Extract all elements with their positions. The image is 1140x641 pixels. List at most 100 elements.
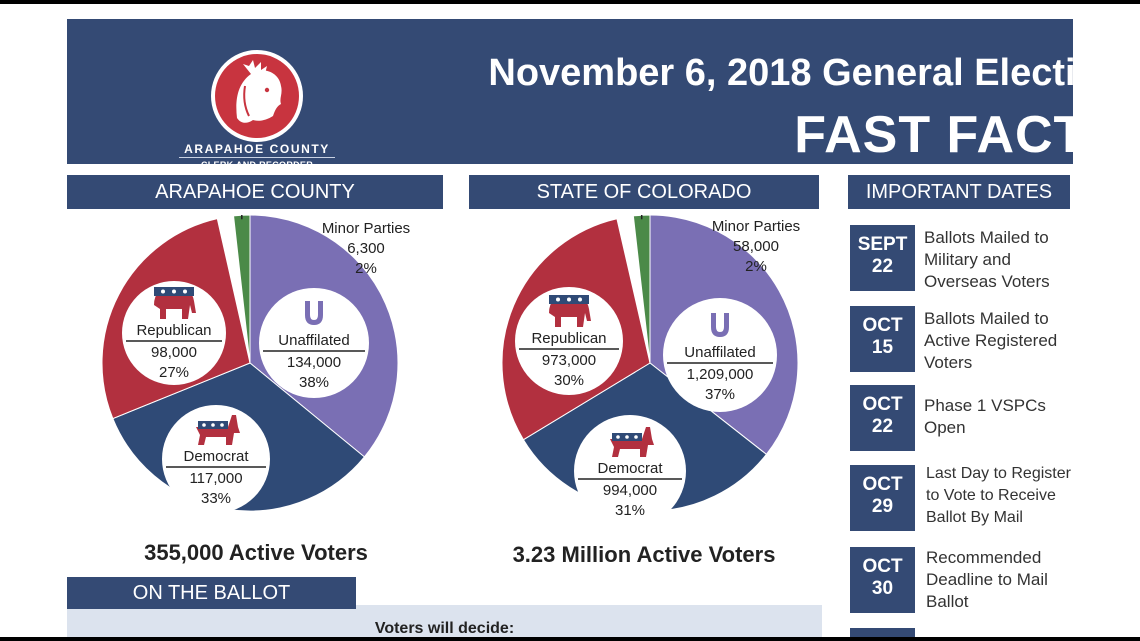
- elephant-icon: [154, 287, 196, 319]
- page-subtitle: FAST FACTS: [794, 106, 1122, 164]
- state-label-circle-republican: [515, 287, 623, 395]
- state-label-name-unaffilated: Unaffilated: [684, 344, 755, 361]
- date-description-line: Voters: [924, 353, 973, 372]
- date-description-line: Ballots Mailed to: [924, 228, 1049, 247]
- state-label-circle-democrat: [574, 415, 686, 527]
- date-badge: SEPT 22: [850, 225, 915, 291]
- county-label-unaffilated: Unaffilated 134,000 38%: [259, 288, 369, 398]
- state-label-minor-parties: Minor Parties 58,000 2%: [712, 218, 800, 275]
- date-description-line: Ballot: [926, 592, 969, 611]
- date-day: 30: [871, 578, 894, 599]
- state-minor-text-2: 2%: [745, 258, 767, 275]
- state-label-percent-republican: 30%: [554, 372, 584, 389]
- logo-org-subtitle: CLERK AND RECORDER: [200, 160, 314, 170]
- county-label-democrat: Democrat 117,000 33%: [162, 405, 270, 513]
- date-description-line: Recommended: [926, 548, 1042, 567]
- county-label-circle-unaffilated: [259, 288, 369, 398]
- state-label-circle-unaffilated: [663, 298, 777, 412]
- date-item-oct-22: OCT 22 Phase 1 VSPCs Open: [850, 385, 1072, 451]
- date-item-oct-29: OCT 29 Last Day to Register to Vote to R…: [850, 465, 1072, 531]
- date-day: 22: [871, 416, 894, 437]
- state-label-value-democrat: 994,000: [603, 482, 657, 499]
- county-label-name-democrat: Democrat: [183, 448, 249, 465]
- dates-section-title: IMPORTANT DATES: [848, 175, 1070, 209]
- date-description: Phase 1 VSPCs Open: [924, 395, 1084, 439]
- county-label-circle-democrat: [162, 405, 270, 513]
- date-description-line: Overseas Voters: [924, 272, 1050, 291]
- state-label-name-republican: Republican: [531, 330, 606, 347]
- county-label-circle-republican: [122, 281, 226, 385]
- date-month: OCT: [862, 556, 903, 577]
- county-label-name-unaffilated: Unaffilated: [278, 332, 349, 349]
- county-label-percent-unaffilated: 38%: [299, 374, 329, 391]
- state-label-percent-democrat: 31%: [615, 502, 645, 519]
- county-minor-text-2: 2%: [355, 260, 377, 277]
- header-banner: ARAPAHOE COUNTY CLERK AND RECORDER Novem…: [67, 19, 1122, 170]
- county-pie-chart: Unaffilated 134,000 38% Democrat 117,000 33% R…: [101, 215, 410, 513]
- date-month: OCT: [862, 394, 903, 415]
- county-label-minor-parties: Minor Parties 6,300 2%: [322, 220, 410, 277]
- date-description-line: to Vote to Receive: [926, 487, 1056, 504]
- county-minor-text-1: 6,300: [347, 240, 385, 257]
- county-section-title: ARAPAHOE COUNTY: [67, 175, 443, 209]
- ballot-panel: [67, 605, 822, 641]
- donkey-icon: [194, 415, 240, 445]
- county-total-voters: 355,000 Active Voters: [144, 540, 368, 565]
- county-minor-callout-line: [241, 215, 243, 220]
- date-description-line: Military and: [924, 250, 1011, 269]
- date-description-line: Last Day to Register: [926, 465, 1071, 482]
- arapahoe-county-logo: [211, 50, 303, 142]
- date-month: SEPT: [857, 234, 908, 255]
- county-label-name-republican: Republican: [136, 322, 211, 339]
- page-title: November 6, 2018 General Election: [488, 52, 1122, 94]
- date-day: 15: [871, 337, 894, 358]
- state-minor-callout-line: [640, 215, 643, 220]
- unaffiliated-u-icon: [711, 313, 729, 337]
- donkey-icon: [608, 427, 654, 457]
- state-label-value-republican: 973,000: [542, 352, 596, 369]
- state-label-value-unaffilated: 1,209,000: [687, 366, 754, 383]
- bottom-border: [0, 637, 1140, 641]
- date-month: OCT: [862, 315, 903, 336]
- date-description: Last Day to Register to Vote to Receive …: [926, 463, 1086, 529]
- date-description-line: Open: [924, 418, 966, 437]
- top-border: [0, 0, 1140, 4]
- county-minor-text-0: Minor Parties: [322, 220, 410, 237]
- date-description-line: Phase 1 VSPCs: [924, 396, 1046, 415]
- date-item-sept-22: SEPT 22 Ballots Mailed to Military and O…: [850, 225, 1072, 291]
- date-month: OCT: [862, 474, 903, 495]
- date-description: Ballots Mailed to Active Registered Vote…: [924, 308, 1084, 374]
- date-description: Recommended Deadline to Mail Ballot: [926, 547, 1086, 613]
- date-item-oct-30: OCT 30 Recommended Deadline to Mail Ball…: [850, 547, 1072, 613]
- logo-org-name: ARAPAHOE COUNTY: [184, 142, 330, 156]
- logo-divider: [179, 157, 335, 158]
- unaffiliated-u-icon: [305, 301, 323, 325]
- county-label-percent-democrat: 33%: [201, 490, 231, 507]
- date-badge: OCT 22: [850, 385, 915, 451]
- state-label-democrat: Democrat 994,000 31%: [574, 415, 686, 527]
- date-description: Ballots Mailed to Military and Overseas …: [924, 227, 1084, 293]
- date-description-line: Active Registered: [924, 331, 1058, 350]
- date-day: 22: [871, 256, 894, 277]
- date-description-line: Deadline to Mail: [926, 570, 1048, 589]
- state-total-voters: 3.23 Million Active Voters: [512, 542, 776, 567]
- ballot-section-title: ON THE BALLOT: [67, 577, 356, 609]
- date-day: 29: [871, 496, 894, 517]
- state-section-title: STATE OF COLORADO: [469, 175, 819, 209]
- county-label-republican: Republican 98,000 27%: [122, 281, 226, 385]
- county-label-value-republican: 98,000: [151, 344, 197, 361]
- ballot-intro-text: Voters will decide:: [374, 620, 515, 637]
- state-label-percent-unaffilated: 37%: [705, 386, 735, 403]
- state-minor-text-0: Minor Parties: [712, 218, 800, 235]
- date-description-line: Ballots Mailed to: [924, 309, 1049, 328]
- state-label-unaffilated: Unaffilated 1,209,000 37%: [663, 298, 777, 412]
- date-description-line: Ballot By Mail: [926, 509, 1023, 526]
- date-badge: OCT 30: [850, 547, 915, 613]
- county-label-value-democrat: 117,000: [189, 470, 242, 487]
- state-pie-chart: Unaffilated 1,209,000 37% Democrat 994,000 31…: [501, 215, 800, 527]
- county-label-value-unaffilated: 134,000: [287, 354, 341, 371]
- county-label-percent-republican: 27%: [159, 364, 189, 381]
- state-minor-text-1: 58,000: [733, 238, 779, 255]
- state-label-name-democrat: Democrat: [597, 460, 663, 477]
- elephant-icon: [549, 295, 591, 327]
